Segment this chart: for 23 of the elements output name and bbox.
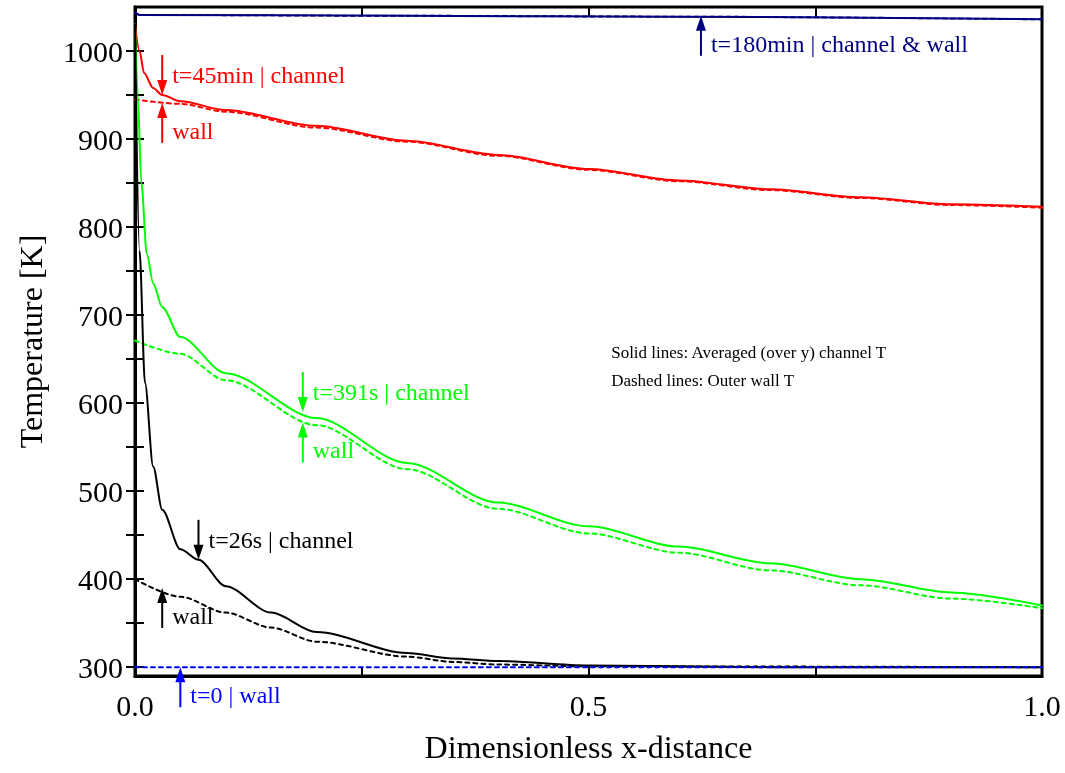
- x-tick-label: 0.0: [116, 688, 154, 722]
- annotation: t=26s | channel: [208, 526, 354, 553]
- annotation: t=391s | channel: [312, 378, 471, 405]
- y-tick-label: 600: [78, 386, 123, 420]
- y-tick-label: 800: [78, 210, 123, 244]
- y-tick-label: 700: [78, 298, 123, 332]
- y-axis-title: Temperature [K]: [13, 234, 49, 449]
- x-tick-label: 1.0: [1023, 688, 1061, 722]
- annotation: Solid lines: Averaged (over y) channel T: [611, 343, 887, 363]
- y-tick-label: 300: [78, 650, 123, 684]
- annotation: t=0 | wall: [190, 682, 282, 709]
- annotation: wall: [312, 437, 355, 464]
- annotation: t=180min | channel & wall: [710, 30, 969, 57]
- x-axis-title: Dimensionless x-distance: [424, 729, 753, 765]
- y-tick-label: 900: [78, 122, 123, 156]
- y-tick-label: 1000: [63, 34, 123, 68]
- x-tick-label: 0.5: [569, 688, 608, 722]
- annotation: Dashed lines: Outer wall T: [611, 371, 795, 391]
- y-tick-label: 400: [78, 562, 123, 596]
- annotation: wall: [172, 602, 214, 629]
- y-tick-label: 500: [78, 474, 123, 508]
- annotation: wall: [172, 117, 214, 144]
- annotation: t=45min | channel: [172, 62, 346, 89]
